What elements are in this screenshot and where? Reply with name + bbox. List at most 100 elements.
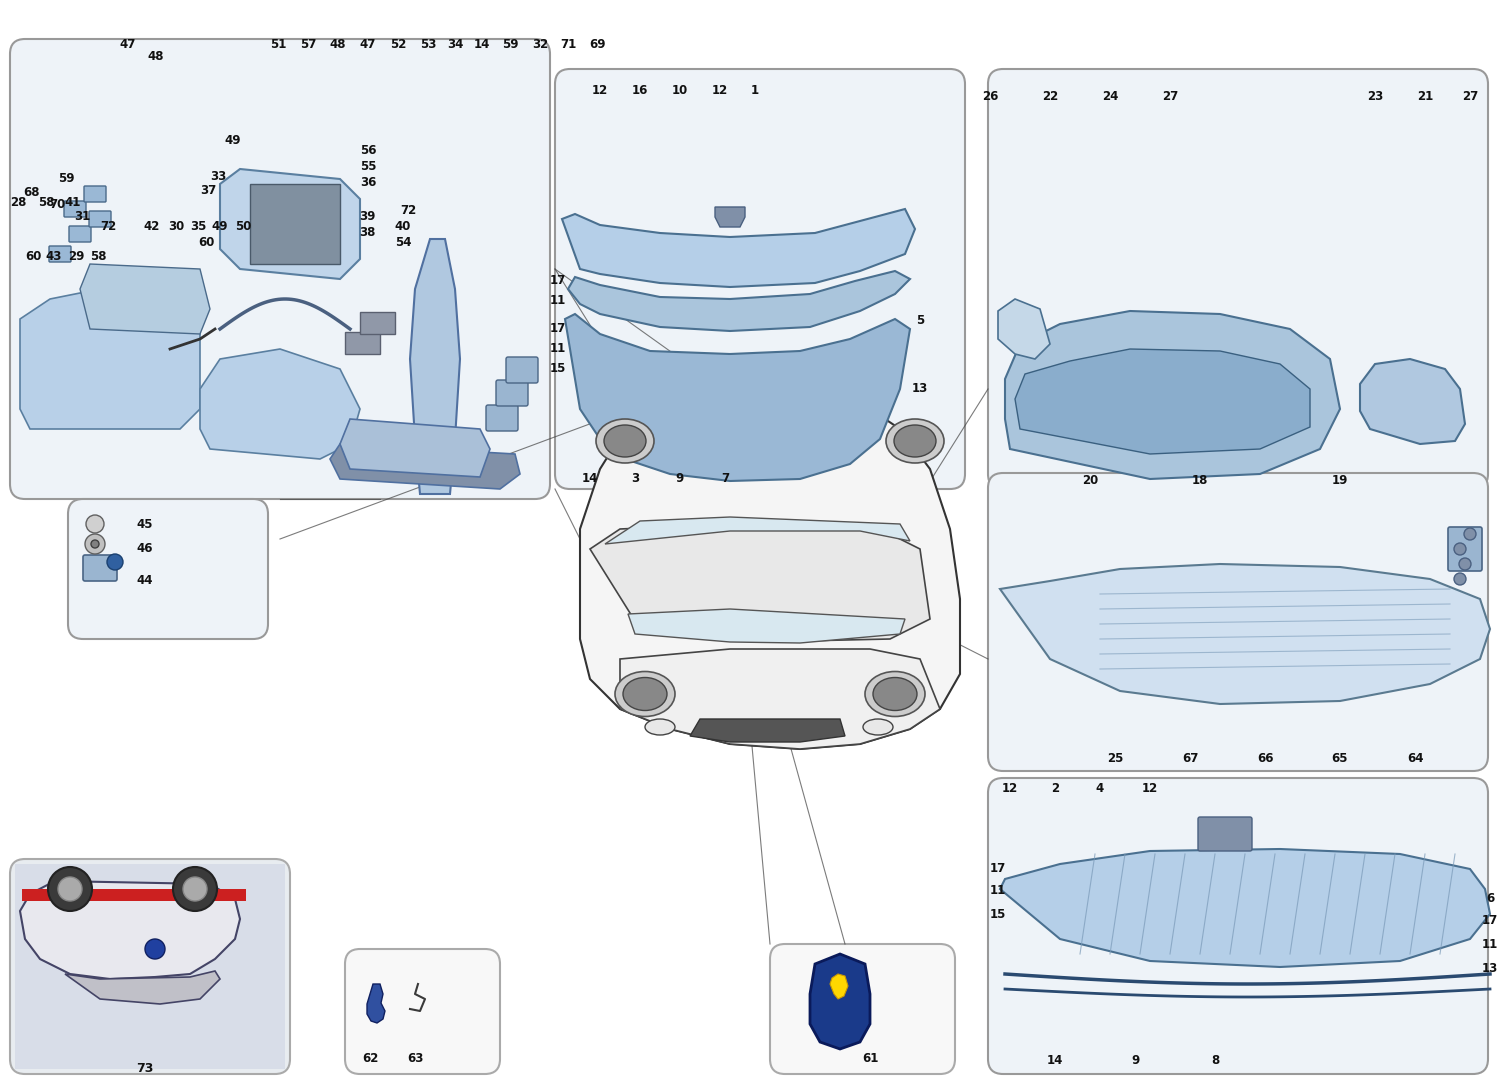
Text: 59: 59 <box>57 172 74 185</box>
FancyBboxPatch shape <box>69 227 92 242</box>
Text: 47: 47 <box>120 38 136 51</box>
Text: 20: 20 <box>1082 475 1098 488</box>
Text: 59: 59 <box>501 38 519 51</box>
Polygon shape <box>998 299 1050 359</box>
Polygon shape <box>1000 564 1490 703</box>
Text: 71: 71 <box>560 38 576 51</box>
Polygon shape <box>590 524 930 641</box>
Polygon shape <box>562 209 915 287</box>
Text: 41: 41 <box>64 196 81 209</box>
Text: 33: 33 <box>210 171 226 184</box>
Text: 60: 60 <box>198 235 214 248</box>
Text: 11: 11 <box>990 884 1006 897</box>
Circle shape <box>183 877 207 901</box>
Text: 35: 35 <box>190 220 206 233</box>
Circle shape <box>92 540 99 548</box>
Text: 62: 62 <box>362 1052 378 1065</box>
Polygon shape <box>200 348 360 458</box>
FancyBboxPatch shape <box>64 201 86 217</box>
Text: 12: 12 <box>1002 783 1019 795</box>
Polygon shape <box>690 719 844 742</box>
Text: 53: 53 <box>420 38 436 51</box>
FancyBboxPatch shape <box>68 499 268 639</box>
Circle shape <box>86 515 104 533</box>
FancyBboxPatch shape <box>486 405 518 431</box>
Polygon shape <box>20 881 240 979</box>
FancyBboxPatch shape <box>988 69 1488 489</box>
Circle shape <box>1454 543 1466 555</box>
Ellipse shape <box>873 677 916 710</box>
Text: 24: 24 <box>1102 90 1118 103</box>
Bar <box>360 313 394 334</box>
Text: 47: 47 <box>360 38 376 51</box>
Bar <box>22 889 246 901</box>
Text: 48: 48 <box>330 38 346 51</box>
Text: 54: 54 <box>394 235 411 248</box>
Text: 8: 8 <box>1210 1054 1219 1067</box>
Text: 61: 61 <box>862 1052 877 1065</box>
Text: 29: 29 <box>68 249 84 262</box>
Text: 34: 34 <box>447 38 464 51</box>
Polygon shape <box>368 984 386 1023</box>
Text: 12: 12 <box>1142 783 1158 795</box>
Circle shape <box>106 554 123 570</box>
Text: 36: 36 <box>360 176 376 189</box>
Polygon shape <box>340 419 490 477</box>
Text: 23: 23 <box>1366 90 1383 103</box>
FancyBboxPatch shape <box>506 357 538 383</box>
Text: 65: 65 <box>1332 752 1348 766</box>
Text: 31: 31 <box>74 209 90 222</box>
Ellipse shape <box>604 425 646 457</box>
Polygon shape <box>628 609 904 643</box>
Polygon shape <box>80 264 210 334</box>
Text: 68: 68 <box>24 186 40 199</box>
Text: 32: 32 <box>532 38 548 51</box>
Text: 64: 64 <box>1407 752 1424 766</box>
Text: 27: 27 <box>1462 90 1478 103</box>
FancyBboxPatch shape <box>345 949 500 1074</box>
Text: 52: 52 <box>390 38 406 51</box>
Text: 19: 19 <box>1332 475 1348 488</box>
Polygon shape <box>220 169 360 279</box>
Text: 7: 7 <box>722 473 729 486</box>
Text: 21: 21 <box>1418 90 1432 103</box>
Text: 60: 60 <box>26 249 40 262</box>
Circle shape <box>86 534 105 554</box>
Text: 51: 51 <box>270 38 286 51</box>
Polygon shape <box>410 238 460 494</box>
Text: 58: 58 <box>90 249 106 262</box>
Text: 69: 69 <box>590 38 606 51</box>
FancyBboxPatch shape <box>82 555 117 582</box>
Text: 37: 37 <box>200 184 216 197</box>
Ellipse shape <box>615 672 675 717</box>
Ellipse shape <box>886 419 944 463</box>
FancyBboxPatch shape <box>84 186 106 201</box>
Polygon shape <box>330 444 520 489</box>
Text: 73: 73 <box>136 1063 153 1076</box>
Text: 17: 17 <box>550 322 566 335</box>
FancyBboxPatch shape <box>1448 527 1482 571</box>
Ellipse shape <box>894 425 936 457</box>
Text: 39: 39 <box>358 210 375 223</box>
Text: 25: 25 <box>1107 752 1124 766</box>
Polygon shape <box>20 289 200 429</box>
Text: 63: 63 <box>406 1052 423 1065</box>
Text: 17: 17 <box>1482 915 1498 928</box>
FancyBboxPatch shape <box>496 380 528 406</box>
Bar <box>345 332 380 354</box>
Text: 30: 30 <box>168 220 184 233</box>
Polygon shape <box>830 974 848 999</box>
Text: 48: 48 <box>147 50 165 63</box>
Text: 15: 15 <box>990 907 1006 920</box>
Text: 55: 55 <box>360 160 376 173</box>
Text: 58: 58 <box>38 196 54 209</box>
FancyBboxPatch shape <box>10 39 550 499</box>
Text: 14: 14 <box>474 38 490 51</box>
Text: 27: 27 <box>1162 90 1178 103</box>
Text: 2: 2 <box>1052 783 1059 795</box>
Circle shape <box>48 867 92 911</box>
Text: 26: 26 <box>982 90 998 103</box>
Polygon shape <box>604 517 910 544</box>
Polygon shape <box>64 971 220 1004</box>
Polygon shape <box>580 394 960 749</box>
